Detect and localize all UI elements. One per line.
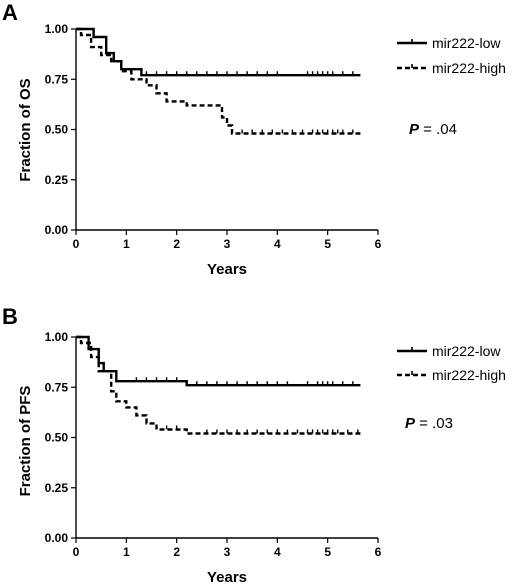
x-tick-label: 3 <box>224 237 231 251</box>
panel-a: A 0 1 2 3 4 5 6 0.00 0.25 0.50 0.75 1.00 Years Frac… <box>2 0 506 278</box>
y-tick-label: 1.00 <box>45 330 69 344</box>
y-tick-label: 0.00 <box>45 223 69 237</box>
series-mir222-low-curve <box>76 27 361 77</box>
legend-label-mir222-low: mir222-low <box>432 343 501 359</box>
panel-b-label: B <box>2 304 18 329</box>
panel-b-plot-area: 0 1 2 3 4 5 6 0.00 0.25 0.50 0.75 1.00 <box>45 330 382 559</box>
panel-a-plot-area: 0 1 2 3 4 5 6 0.00 0.25 0.50 0.75 1.00 <box>45 22 382 251</box>
panel-b-y-axis-title: Fraction of PFS <box>17 386 34 497</box>
x-tick-label: 4 <box>274 237 281 251</box>
x-tick-label: 5 <box>324 545 331 559</box>
y-tick-label: 0.00 <box>45 531 69 545</box>
p-value-text: = .03 <box>415 415 453 432</box>
x-tick-label: 6 <box>375 237 382 251</box>
y-tick-label: 0.75 <box>45 72 69 86</box>
x-tick-label: 5 <box>324 237 331 251</box>
legend-label-mir222-high: mir222-high <box>432 367 506 383</box>
x-tick-label: 2 <box>173 237 180 251</box>
y-tick-label: 1.00 <box>45 22 69 36</box>
x-tick-label: 0 <box>73 545 80 559</box>
y-tick-label: 0.75 <box>45 380 69 394</box>
panel-b-p-value: P = .03 <box>405 415 453 432</box>
panel-b: B 0 1 2 3 4 5 6 0.00 0.25 0.50 0.75 1.00 Years Frac… <box>2 304 506 584</box>
legend-label-mir222-low: mir222-low <box>432 35 501 51</box>
legend-label-mir222-high: mir222-high <box>432 60 506 76</box>
x-tick-label: 1 <box>123 545 130 559</box>
y-tick-label: 0.25 <box>45 173 69 187</box>
x-tick-label: 3 <box>224 545 231 559</box>
panel-b-legend: mir222-low mir222-high <box>397 343 506 383</box>
p-symbol: P <box>409 121 420 138</box>
x-tick-label: 2 <box>173 545 180 559</box>
p-symbol: P <box>405 415 416 432</box>
y-tick-label: 0.50 <box>45 431 69 445</box>
y-tick-label: 0.25 <box>45 481 69 495</box>
x-tick-label: 1 <box>123 237 130 251</box>
series-mir222-high-curve <box>76 27 361 135</box>
x-tick-label: 4 <box>274 545 281 559</box>
panel-b-x-axis-title: Years <box>207 569 247 584</box>
p-value-text: = .04 <box>419 121 457 138</box>
panel-a-y-axis-title: Fraction of OS <box>17 78 34 181</box>
panel-a-legend: mir222-low mir222-high <box>397 35 506 76</box>
series-mir222-low-curve <box>76 335 361 387</box>
x-tick-label: 0 <box>73 237 80 251</box>
panel-a-x-axis-title: Years <box>207 261 247 278</box>
panel-a-label: A <box>2 0 18 25</box>
series-mir222-high-curve <box>76 335 361 435</box>
y-tick-label: 0.50 <box>45 123 69 137</box>
x-tick-label: 6 <box>375 545 382 559</box>
panel-a-p-value: P = .04 <box>409 121 457 138</box>
